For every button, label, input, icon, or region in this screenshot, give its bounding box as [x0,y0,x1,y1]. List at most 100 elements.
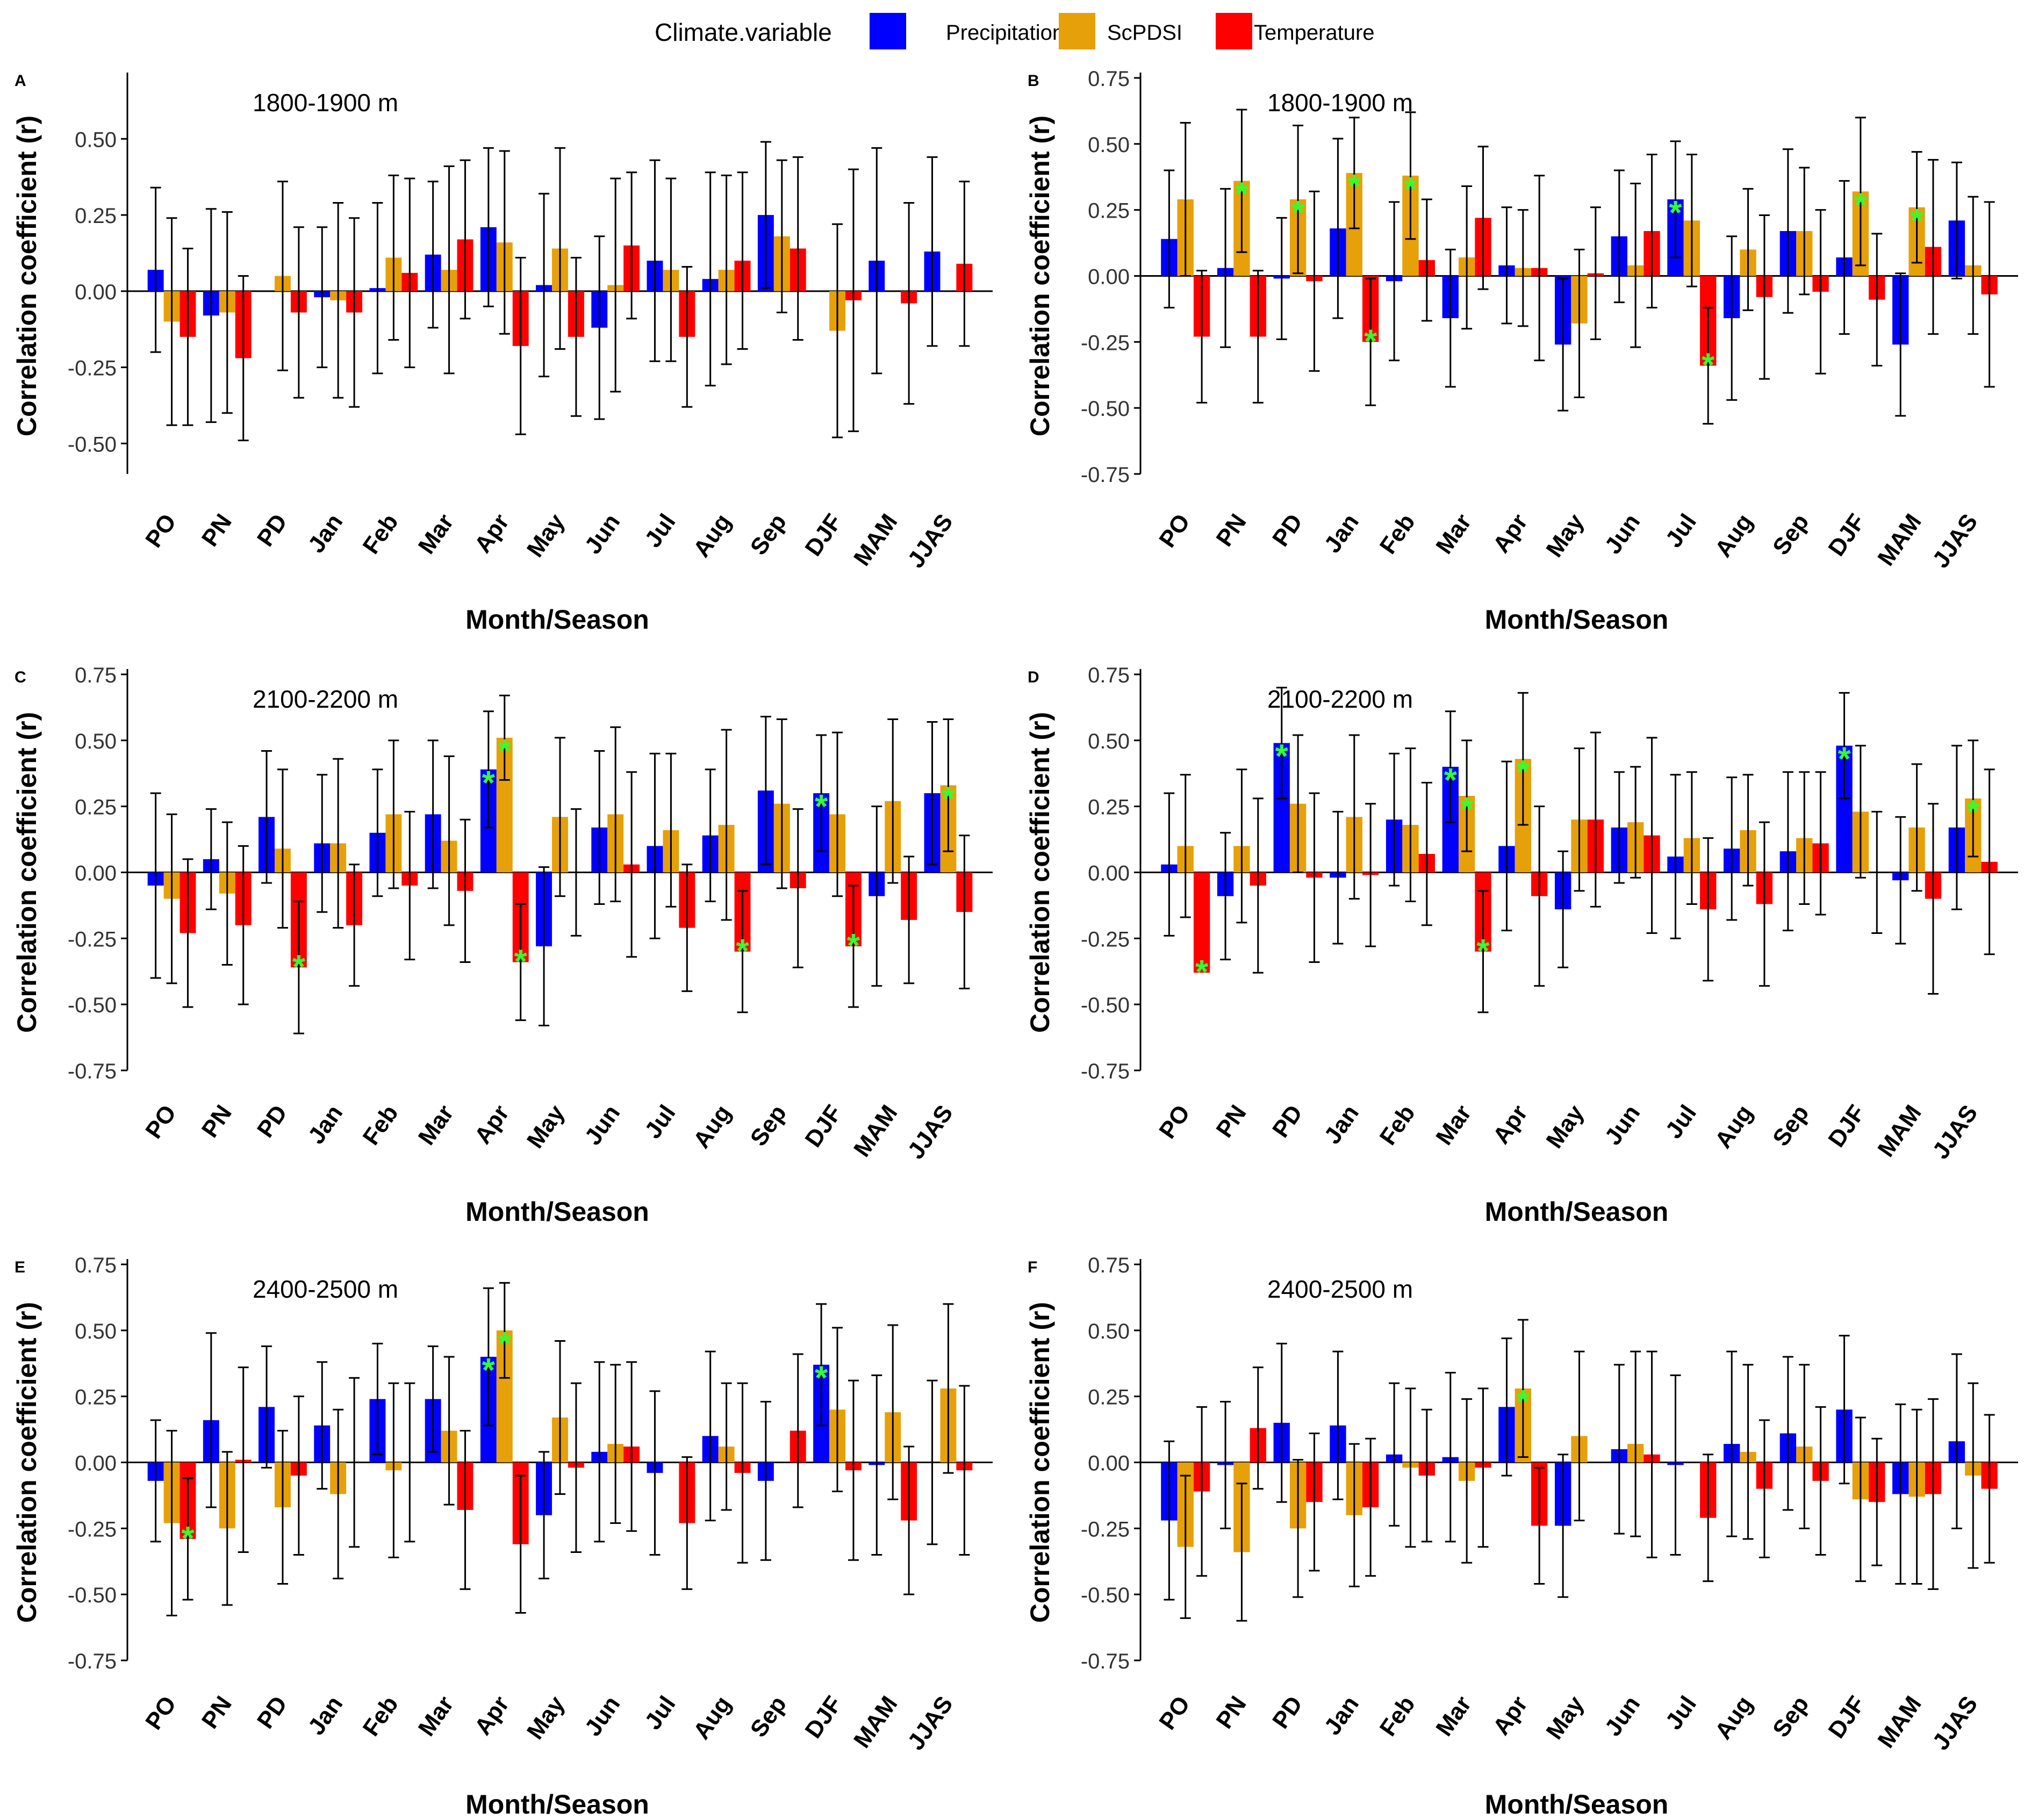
x-tick-label: Jun [1599,1692,1645,1741]
x-tick-label: Jun [1599,1100,1645,1150]
y-tick-label: 0.25 [1088,796,1130,819]
x-tick-label: JJAS [1927,509,1983,573]
x-tick-label: PD [1267,1692,1308,1733]
panel-E: E Correlation coefficient (r) 0.75 0.50 0.25… [12,1254,993,1819]
x-tick-label: PO [1154,509,1195,552]
significance-asterisk: * [1275,738,1289,775]
y-tick-label: -0.25 [68,1517,117,1541]
panel-B: B Correlation coefficient (r) 0.75 0.50 0.25… [1025,67,2018,635]
panel-title: 1800-1900 m [253,89,398,117]
y-tick-label: 0.50 [1088,1320,1130,1343]
significance-asterisk: * [1291,195,1305,232]
x-tick-label: Mar [413,1692,459,1741]
significance-asterisk: * [1911,203,1924,240]
y-tick-label: 0.75 [1088,67,1130,91]
y-axis-label: Correlation coefficient (r) [12,712,42,1033]
x-tick-label: PN [197,1100,237,1142]
x-tick-label: Mar [1431,1692,1476,1741]
y-axis-label: Correlation coefficient (r) [12,116,42,436]
y-tick-label: 0.75 [1088,1254,1130,1277]
y-tick-label: -0.50 [1081,1584,1130,1607]
y-axis-label: Correlation coefficient (r) [12,1302,42,1623]
x-tick-label: Aug [688,1100,736,1153]
y-tick-label: -0.25 [1081,927,1130,951]
x-tick-label: Apr [1488,1692,1533,1740]
x-tick-label: PD [252,1100,292,1142]
panel-title: 2400-2500 m [253,1275,398,1303]
x-tick-label: DJF [800,1692,847,1743]
y-tick-label: 0.25 [1088,1386,1130,1409]
x-tick-label: PO [140,1100,182,1143]
significance-asterisk: * [482,765,496,802]
significance-asterisk: * [292,948,306,985]
x-tick-label: Jul [640,1100,681,1143]
significance-asterisk: * [498,1326,512,1363]
x-tick-label: JJAS [1927,1100,1983,1164]
x-tick-label: Feb [1375,509,1420,559]
panel-D: D Correlation coefficient (r) 0.75 0.50 0.25… [1025,664,2018,1227]
x-tick-label: Aug [1710,1100,1758,1153]
panel-title: 2400-2500 m [1267,1275,1413,1303]
legend-swatch-1 [1059,13,1095,49]
x-tick-label: Jan [1319,1692,1364,1740]
significance-asterisk: * [847,927,860,965]
y-tick-label: 0.00 [75,862,117,886]
x-tick-label: May [1541,509,1589,562]
significance-asterisk: * [1235,176,1248,213]
y-tick-label: 0.25 [75,796,117,819]
x-tick-label: Apr [469,1692,514,1740]
y-tick-label: 0.25 [1088,199,1130,223]
significance-asterisk: * [1669,195,1682,232]
significance-asterisk: * [1967,794,1980,831]
y-axis-label: Correlation coefficient (r) [1025,1302,1055,1623]
x-tick-label: Feb [358,1100,404,1150]
x-tick-label: May [1541,1691,1589,1744]
x-tick-label: JJAS [902,509,958,573]
x-tick-label: Mar [413,509,459,559]
y-tick-label: 0.00 [1088,1452,1130,1476]
panel-letter: A [15,72,26,90]
significance-asterisk: * [1444,762,1458,799]
x-tick-label: PN [1211,1100,1251,1142]
x-tick-label: PO [1154,1692,1195,1735]
panel-letter: E [15,1258,25,1276]
x-tick-label: JJAS [1927,1692,1983,1755]
x-tick-label: May [522,1691,570,1744]
x-tick-label: DJF [800,1100,847,1152]
x-tick-label: PD [1267,1100,1308,1142]
bar-temperature-PO [1193,872,1210,973]
x-axis-label: Month/Season [465,605,649,635]
x-tick-label: Jan [303,1100,348,1149]
x-tick-label: Jan [1319,509,1364,558]
x-tick-label: Sep [745,1100,792,1151]
y-tick-label: 0.00 [75,1452,117,1476]
x-tick-label: Aug [1710,1692,1758,1744]
x-tick-label: Sep [1768,1100,1814,1151]
x-tick-label: Jul [1660,509,1702,552]
legend-label-0: Precipitation [946,21,1064,45]
x-tick-label: Jul [1660,1100,1702,1143]
x-tick-label: May [1541,1100,1589,1153]
legend-label-2: Temperature [1254,21,1375,45]
x-tick-label: PD [252,1692,292,1733]
x-tick-label: Jul [640,509,681,552]
x-tick-label: Jul [640,1692,681,1735]
y-tick-label: -0.75 [68,1060,117,1083]
significance-asterisk: * [815,788,828,825]
x-tick-label: Aug [1710,509,1758,562]
y-tick-label: -0.75 [1081,463,1130,487]
x-tick-label: Feb [1375,1692,1420,1741]
y-tick-label: 0.50 [75,128,117,152]
x-tick-label: MAM [1872,1100,1926,1162]
x-tick-label: PO [1154,1100,1195,1143]
x-tick-label: Jul [1660,1692,1702,1735]
x-tick-label: Sep [745,1692,792,1742]
y-tick-label: 0.25 [75,204,117,228]
x-tick-label: Mar [1431,1100,1476,1150]
x-tick-label: Aug [688,509,736,562]
y-tick-label: -0.50 [1081,397,1130,421]
y-tick-label: 0.75 [75,1254,117,1277]
panel-C: C Correlation coefficient (r) 0.75 0.50 0.25… [12,664,993,1227]
x-tick-label: Feb [1375,1100,1420,1150]
